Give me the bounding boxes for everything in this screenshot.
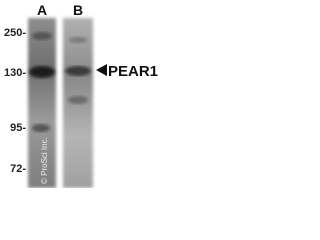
target-label: PEAR1 [108, 63, 158, 80]
lane-label: A [37, 2, 47, 18]
band [29, 66, 55, 78]
marker-label: 130- [4, 67, 26, 79]
marker-label: 95- [10, 122, 26, 134]
band [32, 124, 50, 132]
blot-figure: A B 250- 130- 95- 72- PEAR1 © ProSci Inc… [0, 0, 167, 188]
page: {"lanes": ["A", "B"], "markers": ["250-"… [0, 0, 167, 188]
watermark: © ProSci Inc. [40, 137, 49, 184]
marker-label: 250- [4, 27, 26, 39]
band [69, 37, 87, 43]
band [65, 66, 91, 76]
blot [28, 18, 93, 188]
marker-label: 72- [10, 163, 26, 175]
band [32, 32, 52, 40]
lane-label: B [73, 2, 83, 18]
lane-a-smear [28, 18, 56, 188]
arrow [96, 64, 107, 76]
band [68, 96, 88, 104]
